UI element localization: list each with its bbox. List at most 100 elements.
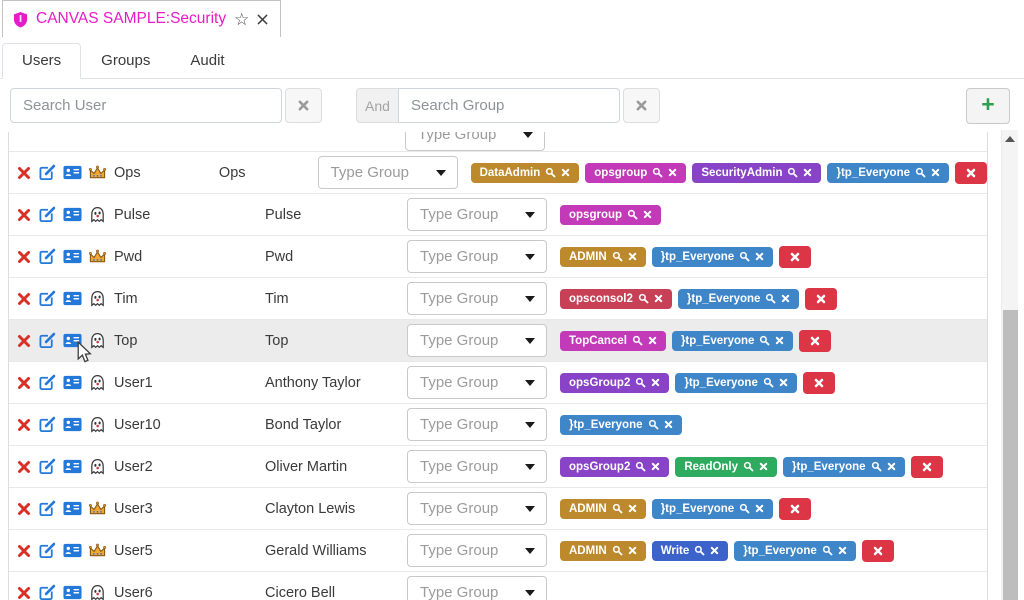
edit-user-icon[interactable] [39,542,56,559]
id-card-icon[interactable] [63,207,82,222]
remove-all-groups-button[interactable] [802,371,835,394]
edit-user-icon[interactable] [39,416,56,433]
remove-group-icon[interactable] [648,336,657,345]
group-typeahead[interactable]: Type Group [407,576,547,600]
group-typeahead[interactable]: Type Group [407,198,547,231]
vertical-scrollbar[interactable] [1001,130,1018,600]
remove-group-icon[interactable] [628,252,637,261]
id-card-icon[interactable] [63,459,82,474]
tab-audit[interactable]: Audit [190,52,225,69]
scrollbar-thumb[interactable] [1003,310,1018,600]
group-badge[interactable]: Write [651,540,729,561]
group-badge[interactable]: TopCancel [560,330,666,351]
group-badge[interactable]: }tp_Everyone [827,162,949,183]
group-badge[interactable]: opsconsol2 [560,288,672,309]
group-badge[interactable]: opsgroup [560,204,662,225]
search-icon[interactable] [759,335,770,346]
group-typeahead[interactable]: Type Group [407,492,547,525]
search-icon[interactable] [648,419,659,430]
search-group-input[interactable] [398,88,620,123]
search-icon[interactable] [739,503,750,514]
search-icon[interactable] [632,335,643,346]
id-card-icon[interactable] [63,333,82,348]
browser-tab[interactable]: CANVAS SAMPLE:Security ☆ [2,0,282,37]
remove-group-icon[interactable] [654,294,663,303]
add-user-button[interactable]: + [966,87,1010,124]
edit-user-icon[interactable] [39,290,56,307]
id-card-icon[interactable] [63,375,82,390]
group-badge[interactable]: }tp_Everyone [675,372,797,393]
id-card-icon[interactable] [63,543,82,558]
id-card-icon[interactable] [63,417,82,432]
group-typeahead[interactable]: Type Group [407,408,547,441]
id-card-icon[interactable] [63,291,82,306]
search-icon[interactable] [694,545,705,556]
group-typeahead[interactable]: Type Group [317,156,458,189]
group-badge[interactable]: }tp_Everyone [651,498,774,519]
id-card-icon[interactable] [63,501,82,516]
delete-user-icon[interactable] [17,460,31,474]
search-icon[interactable] [743,461,754,472]
remove-group-icon[interactable] [931,168,940,177]
search-icon[interactable] [652,167,663,178]
remove-group-icon[interactable] [781,294,790,303]
remove-group-icon[interactable] [710,546,719,555]
delete-user-icon[interactable] [17,250,31,264]
group-badge[interactable]: }tp_Everyone [734,540,856,561]
edit-user-icon[interactable] [39,458,56,475]
search-icon[interactable] [765,293,776,304]
remove-group-icon[interactable] [664,420,673,429]
remove-all-groups-button[interactable] [805,287,838,310]
remove-all-groups-button[interactable] [910,455,943,478]
group-badge[interactable]: }tp_Everyone [783,456,905,477]
remove-group-icon[interactable] [803,168,812,177]
group-badge[interactable]: ADMIN [560,540,646,561]
edit-user-icon[interactable] [39,206,56,223]
clear-group-search-button[interactable] [623,88,660,123]
search-user-input[interactable] [10,88,282,123]
search-icon[interactable] [871,461,882,472]
search-icon[interactable] [635,377,646,388]
delete-user-icon[interactable] [17,208,31,222]
edit-user-icon[interactable] [39,332,56,349]
search-icon[interactable] [638,293,649,304]
remove-group-icon[interactable] [755,252,764,261]
search-icon[interactable] [822,545,833,556]
delete-user-icon[interactable] [17,166,31,180]
search-icon[interactable] [627,209,638,220]
group-badge[interactable]: opsGroup2 [560,372,670,393]
group-typeahead[interactable]: Type Group [407,240,547,273]
id-card-icon[interactable] [63,165,82,180]
search-icon[interactable] [915,167,926,178]
star-icon[interactable]: ☆ [234,9,250,29]
remove-group-icon[interactable] [628,504,637,513]
group-badge[interactable]: ReadOnly [675,456,778,477]
remove-all-groups-button[interactable] [955,161,987,184]
remove-group-icon[interactable] [759,462,768,471]
remove-group-icon[interactable] [628,546,637,555]
group-typeahead[interactable]: Type Group [407,534,547,567]
group-badge[interactable]: SecurityAdmin [692,162,822,183]
id-card-icon[interactable] [63,249,82,264]
search-icon[interactable] [787,167,798,178]
group-typeahead[interactable]: Type Group [407,450,547,483]
group-typeahead[interactable]: Type Group [405,132,545,151]
remove-all-groups-button[interactable] [779,497,812,520]
delete-user-icon[interactable] [17,376,31,390]
group-badge[interactable]: }tp_Everyone [651,246,774,267]
remove-group-icon[interactable] [651,462,660,471]
group-badge[interactable]: DataAdmin [470,162,580,183]
remove-group-icon[interactable] [755,504,764,513]
group-badge[interactable]: opsgroup [585,162,687,183]
group-badge[interactable]: }tp_Everyone [677,288,800,309]
group-typeahead[interactable]: Type Group [407,282,547,315]
edit-user-icon[interactable] [39,248,56,265]
remove-all-groups-button[interactable] [799,329,832,352]
delete-user-icon[interactable] [17,292,31,306]
group-badge[interactable]: }tp_Everyone [560,414,682,435]
remove-group-icon[interactable] [775,336,784,345]
tab-users[interactable]: Users [2,43,82,79]
id-card-icon[interactable] [63,585,82,600]
delete-user-icon[interactable] [17,586,31,600]
group-badge[interactable]: ADMIN [560,246,646,267]
